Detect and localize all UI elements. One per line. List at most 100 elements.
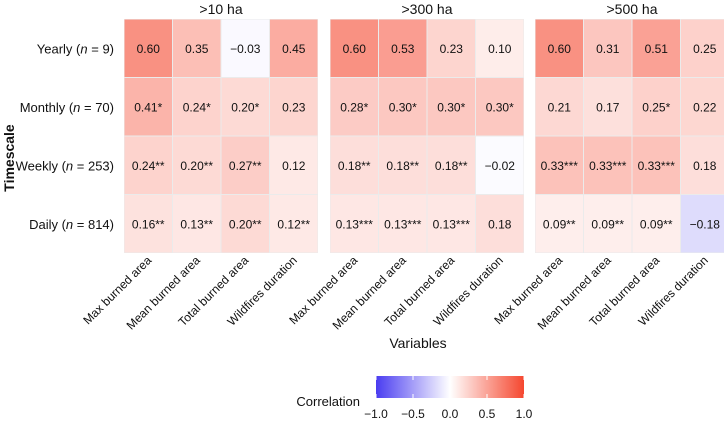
- cell-value-label: 0.28*: [340, 100, 368, 114]
- cell-value-label: −0.18: [690, 217, 721, 231]
- heatmap-cell: [427, 19, 475, 77]
- row-label-n-symbol: n: [73, 100, 80, 115]
- cell-value-label: −0.03: [230, 42, 261, 56]
- panel-title: >300 ha: [402, 1, 453, 17]
- colorbar-tick-label: 0.0: [442, 407, 459, 421]
- row-label-name: Monthly (: [20, 100, 74, 115]
- row-label-monthly: Monthly (n = 70): [20, 100, 114, 115]
- row-label-name: Weekly (: [16, 158, 67, 173]
- row-label-n-symbol: n: [66, 217, 73, 232]
- heatmap-cell: [535, 195, 583, 253]
- cell-value-label: 0.18: [488, 217, 512, 231]
- cell-value-label: 0.24*: [183, 100, 211, 114]
- colorbar-tick-label: −1.0: [364, 407, 388, 421]
- heatmap-cell: [330, 195, 378, 253]
- cell-value-label: 0.13***: [433, 217, 471, 231]
- heatmap-cell: [221, 78, 269, 136]
- cell-value-label: 0.09**: [591, 217, 624, 231]
- cell-value-label: 0.51: [645, 42, 669, 56]
- heatmap-cell: [632, 78, 680, 136]
- row-label-name: Yearly (: [37, 41, 81, 56]
- cell-value-label: 0.53: [391, 42, 415, 56]
- cell-value-label: 0.60: [548, 42, 572, 56]
- heatmap-cell: [584, 19, 632, 77]
- heatmap-cell: [270, 136, 318, 194]
- cell-value-label: 0.18**: [338, 159, 371, 173]
- heatmap-cell: [330, 19, 378, 77]
- cell-value-label: 0.09**: [543, 217, 576, 231]
- cell-value-label: 0.18**: [435, 159, 468, 173]
- row-label-count: = 70): [80, 100, 114, 115]
- cell-value-label: 0.09**: [640, 217, 673, 231]
- heatmap-cell: [124, 19, 172, 77]
- heatmap-cell: [330, 78, 378, 136]
- cell-value-label: 0.17: [596, 100, 620, 114]
- heatmap-cell: [681, 78, 724, 136]
- cell-value-label: 0.27**: [229, 159, 262, 173]
- cell-value-label: 0.25*: [642, 100, 670, 114]
- heatmap-cell: [270, 19, 318, 77]
- heatmap-cell: [427, 195, 475, 253]
- cell-value-label: 0.16**: [132, 217, 165, 231]
- panel-title: >500 ha: [607, 1, 658, 17]
- heatmap-cell: [476, 136, 524, 194]
- heatmap-cell: [379, 195, 427, 253]
- panel-3: >500 ha 0.60 0.31 0.51 0.25 0.21 0.17 0.25* 0.22…: [491, 1, 724, 332]
- heatmap-cell: [173, 136, 221, 194]
- row-label-name: Daily (: [29, 217, 67, 232]
- cell-value-label: −0.02: [485, 159, 516, 173]
- cell-value-label: 0.30*: [437, 100, 465, 114]
- heatmap-cell: [330, 136, 378, 194]
- row-label-n-symbol: n: [66, 158, 73, 173]
- heatmap-cell: [221, 19, 269, 77]
- cell-value-label: 0.45: [282, 42, 306, 56]
- cell-value-label: 0.10: [488, 42, 512, 56]
- heatmap-cell: [584, 195, 632, 253]
- cell-value-label: 0.21: [548, 100, 572, 114]
- cell-value-label: 0.18: [693, 159, 717, 173]
- heatmap-cell: [681, 136, 724, 194]
- row-label-n-symbol: n: [80, 41, 87, 56]
- heatmap-cell: [632, 195, 680, 253]
- heatmap-cell: [173, 195, 221, 253]
- x-axis-title: Variables: [389, 335, 446, 351]
- heatmap-cell: [379, 78, 427, 136]
- colorbar-tick-label: 0.5: [479, 407, 496, 421]
- cell-value-label: 0.41*: [134, 100, 162, 114]
- heatmap-cell: [681, 19, 724, 77]
- cell-value-label: 0.33***: [541, 159, 579, 173]
- panel-1: >10 ha 0.60 0.35 −0.03 0.45 0.41* 0.24* 0.20* 0.…: [80, 1, 318, 332]
- heatmap-cell: [379, 136, 427, 194]
- cell-value-label: 0.60: [343, 42, 367, 56]
- heatmap-cell: [124, 195, 172, 253]
- heatmap-cell: [173, 78, 221, 136]
- cell-value-label: 0.24**: [132, 159, 165, 173]
- heatmap-cell: [270, 78, 318, 136]
- heatmap-cell: [221, 136, 269, 194]
- cell-value-label: 0.20**: [180, 159, 213, 173]
- y-axis-title: Timescale: [1, 124, 17, 192]
- heatmap-cell: [124, 136, 172, 194]
- cell-value-label: 0.30*: [486, 100, 514, 114]
- cell-value-label: 0.23: [440, 42, 464, 56]
- cell-value-label: 0.12: [282, 159, 306, 173]
- heatmap-cell: [632, 19, 680, 77]
- cell-value-label: 0.20*: [231, 100, 259, 114]
- heatmap-cell: [632, 136, 680, 194]
- cell-value-label: 0.33***: [638, 159, 676, 173]
- cell-value-label: 0.13***: [336, 217, 374, 231]
- heatmap-cell: [535, 78, 583, 136]
- heatmap-cell: [535, 136, 583, 194]
- heatmap-cell: [535, 19, 583, 77]
- cell-value-label: 0.31: [596, 42, 620, 56]
- heatmap-cell: [221, 195, 269, 253]
- cell-value-label: 0.13**: [180, 217, 213, 231]
- cell-value-label: 0.22: [693, 100, 717, 114]
- colorbar-tick-label: −0.5: [401, 407, 425, 421]
- heatmap-cell: [379, 19, 427, 77]
- heatmap-cell: [427, 136, 475, 194]
- row-label-yearly: Yearly (n = 9): [37, 41, 114, 56]
- heatmap-cell: [124, 78, 172, 136]
- cell-value-label: 0.23: [282, 100, 306, 114]
